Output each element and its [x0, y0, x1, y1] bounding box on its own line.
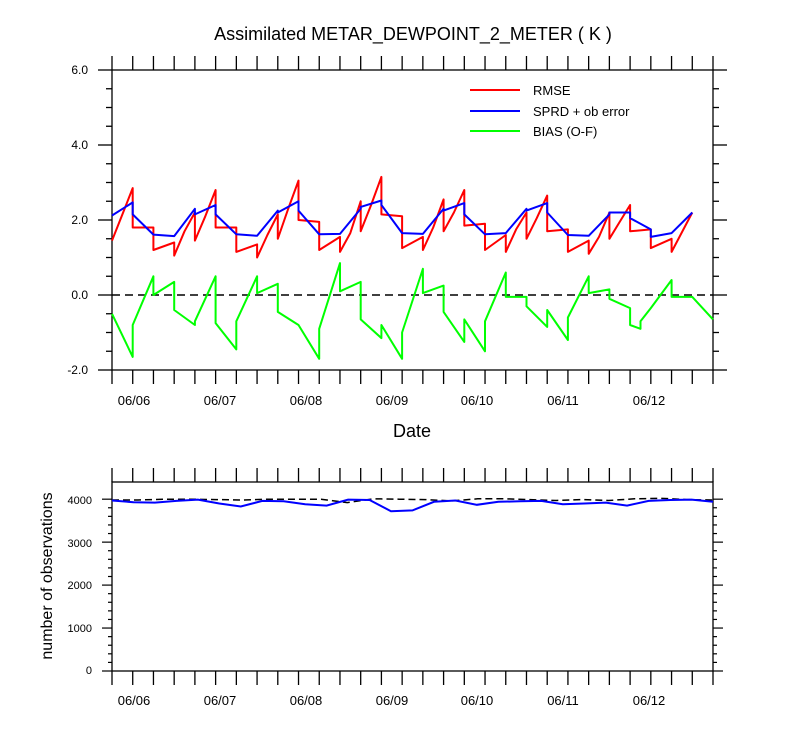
series-line-bias: [111, 262, 714, 360]
series-line-rmse: [111, 175, 694, 259]
legend-label-bias: BIAS (O-F): [533, 124, 597, 139]
legend: RMSE SPRD + ob error BIAS (O-F): [470, 83, 630, 139]
x-tick-label: 06/08: [290, 693, 323, 708]
y-tick-label: 0: [86, 665, 92, 677]
y-tick-label: 2.0: [71, 213, 88, 227]
bottom-series-group: [111, 497, 714, 513]
legend-label-rmse: RMSE: [533, 83, 571, 98]
y-tick-label: 1000: [68, 623, 92, 635]
x-tick-label: 06/11: [547, 693, 579, 708]
x-tick-label: 06/10: [461, 393, 494, 408]
legend-label-sprd: SPRD + ob error: [533, 104, 630, 119]
obs-possible-line: [112, 497, 714, 504]
x-tick-label: 06/06: [118, 693, 151, 708]
y-tick-label: 4000: [68, 495, 92, 507]
x-tick-label: 06/09: [376, 393, 409, 408]
x-tick-label: 06/09: [376, 693, 409, 708]
top-panel: Assimilated METAR_DEWPOINT_2_METER ( K )…: [67, 24, 727, 441]
obs-used-line: [111, 498, 714, 513]
x-tick-label: 06/12: [633, 393, 666, 408]
x-tick-label: 06/12: [633, 693, 666, 708]
y-tick-label: 4.0: [71, 138, 88, 152]
y-tick-label: -2.0: [67, 363, 88, 377]
y-tick-label: 0.0: [71, 288, 88, 302]
bottom-tick-marks: [102, 468, 723, 685]
top-tick-marks: [98, 56, 727, 384]
y-tick-label: 3000: [68, 538, 92, 550]
bottom-x-axis: 06/06 06/07 06/08 06/09 06/10 06/11 06/1…: [118, 693, 666, 708]
x-tick-label: 06/06: [118, 393, 151, 408]
x-tick-label: 06/11: [547, 393, 579, 408]
bottom-y-axis: 0 1000 2000 3000 4000: [68, 495, 92, 677]
y-tick-label: 2000: [68, 580, 92, 592]
x-axis-label: Date: [393, 421, 431, 441]
bottom-panel: 0 1000 2000 3000 4000 number of observat…: [39, 468, 723, 708]
x-tick-label: 06/08: [290, 393, 323, 408]
y-tick-label: 6.0: [71, 63, 88, 77]
bottom-y-axis-label: number of observations: [39, 492, 56, 659]
x-tick-label: 06/10: [461, 693, 494, 708]
top-series-group: [111, 175, 714, 360]
chart-title: Assimilated METAR_DEWPOINT_2_METER ( K ): [214, 24, 612, 45]
x-tick-label: 06/07: [204, 393, 237, 408]
series-line-sprd: [111, 199, 694, 238]
top-y-axis: -2.0 0.0 2.0 4.0 6.0: [67, 63, 88, 377]
x-tick-label: 06/07: [204, 693, 237, 708]
top-x-axis: 06/06 06/07 06/08 06/09 06/10 06/11 06/1…: [118, 393, 666, 408]
